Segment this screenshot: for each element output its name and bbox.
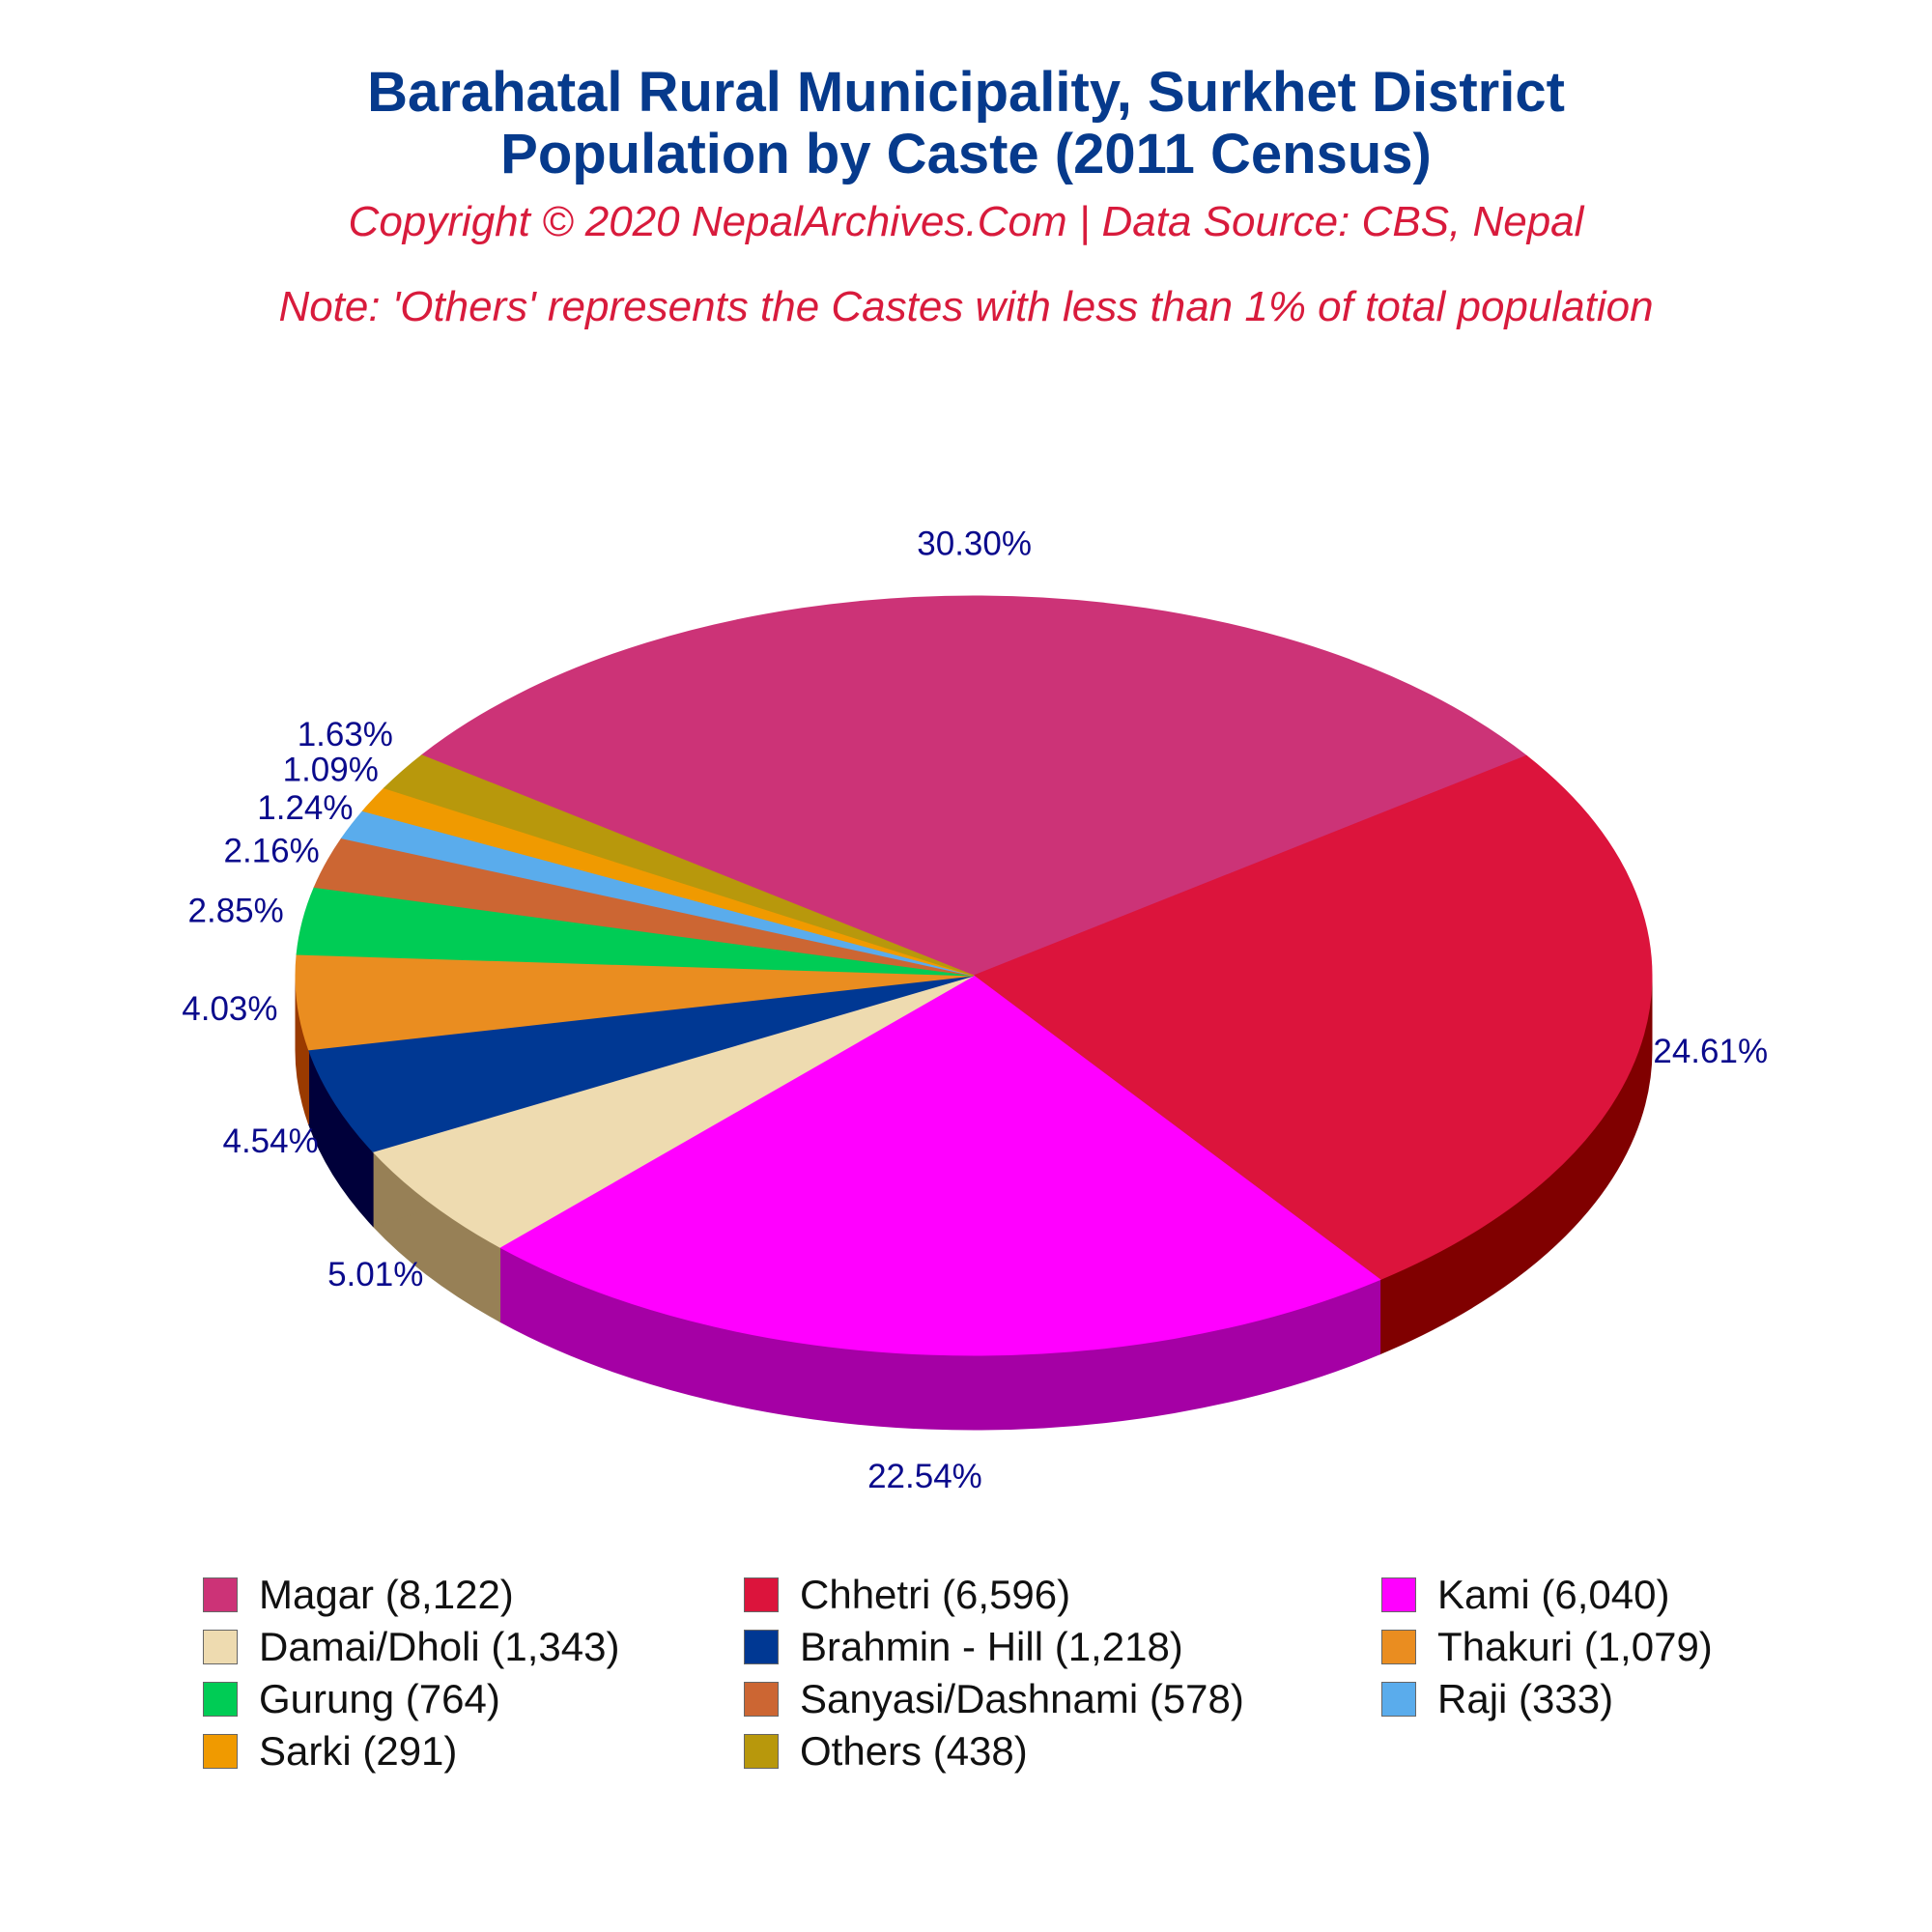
legend-item-sanyasi-dashnami: Sanyasi/Dashnami (578) (744, 1674, 1381, 1724)
legend-label: Kami (6,040) (1437, 1572, 1670, 1617)
pie-label-sarki: 1.09% (283, 752, 379, 789)
pie-label-kami: 22.54% (867, 1458, 982, 1495)
legend-label: Thakuri (1,079) (1437, 1624, 1713, 1669)
legend-swatch (1381, 1577, 1416, 1612)
legend-label: Brahmin - Hill (1,218) (800, 1624, 1183, 1669)
pie-label-gurung: 2.85% (188, 893, 284, 930)
legend-item-brahmin-hill: Brahmin - Hill (1,218) (744, 1622, 1381, 1672)
pie-label-brahmin-hill: 4.54% (222, 1122, 318, 1160)
legend-swatch (1381, 1630, 1416, 1664)
legend-label: Raji (333) (1437, 1676, 1614, 1721)
legend-swatch (744, 1682, 779, 1717)
legend-item-chhetri: Chhetri (6,596) (744, 1570, 1381, 1620)
legend-item-kami: Kami (6,040) (1381, 1570, 1884, 1620)
chart-note: Note: 'Others' represents the Castes wit… (278, 283, 1654, 330)
legend-label: Sanyasi/Dashnami (578) (800, 1676, 1244, 1721)
pie-label-magar: 30.30% (917, 525, 1032, 562)
legend-swatch (203, 1682, 238, 1717)
pie-slice-others (383, 754, 975, 977)
pie-label-raji: 1.24% (257, 789, 353, 827)
pie-label-thakuri: 4.03% (182, 990, 277, 1028)
legend-label: Magar (8,122) (259, 1572, 514, 1617)
pie-label-damai-dholi: 5.01% (327, 1256, 423, 1293)
legend-item-magar: Magar (8,122) (203, 1570, 744, 1620)
legend-label: Damai/Dholi (1,343) (259, 1624, 620, 1669)
legend-item-gurung: Gurung (764) (203, 1674, 744, 1724)
legend-swatch (203, 1630, 238, 1664)
legend-label: Chhetri (6,596) (800, 1572, 1071, 1617)
chart-title-line-1: Barahatal Rural Municipality, Surkhet Di… (367, 61, 1565, 124)
pie-label-chhetri: 24.61% (1653, 1033, 1768, 1070)
pie-slice-magar (420, 595, 1528, 977)
chart-title-line-2: Population by Caste (2011 Census) (500, 123, 1432, 185)
legend-item-others: Others (438) (744, 1726, 1381, 1776)
legend-swatch (203, 1734, 238, 1769)
legend-swatch (744, 1577, 779, 1612)
legend-item-raji: Raji (333) (1381, 1674, 1884, 1724)
legend-item-sarki: Sarki (291) (203, 1726, 744, 1776)
pie-slice-thakuri (295, 953, 975, 1051)
legend-label: Others (438) (800, 1728, 1028, 1774)
pie-label-sanyasi-dashnami: 2.16% (224, 833, 320, 870)
legend-item-thakuri: Thakuri (1,079) (1381, 1622, 1884, 1672)
pie-slice-kami (498, 975, 1381, 1356)
legend-label: Gurung (764) (259, 1676, 500, 1721)
legend-swatch (203, 1577, 238, 1612)
chart-subtitle: Copyright © 2020 NepalArchives.Com | Dat… (348, 198, 1584, 245)
chart-titles: Barahatal Rural Municipality, Surkhet Di… (0, 62, 1932, 332)
legend-item-damai-dholi: Damai/Dholi (1,343) (203, 1622, 744, 1672)
pie-slice-damai-dholi (372, 975, 975, 1248)
pie-slice-chhetri (972, 754, 1653, 1281)
chart-legend: Magar (8,122) Chhetri (6,596) Kami (6,040)… (203, 1570, 1884, 1776)
legend-label: Sarki (291) (259, 1728, 458, 1774)
legend-swatch (744, 1630, 779, 1664)
legend-swatch (744, 1734, 779, 1769)
legend-swatch (1381, 1682, 1416, 1717)
pie-label-others: 1.63% (298, 716, 393, 753)
pie-slice-brahmin-hill (307, 975, 975, 1152)
